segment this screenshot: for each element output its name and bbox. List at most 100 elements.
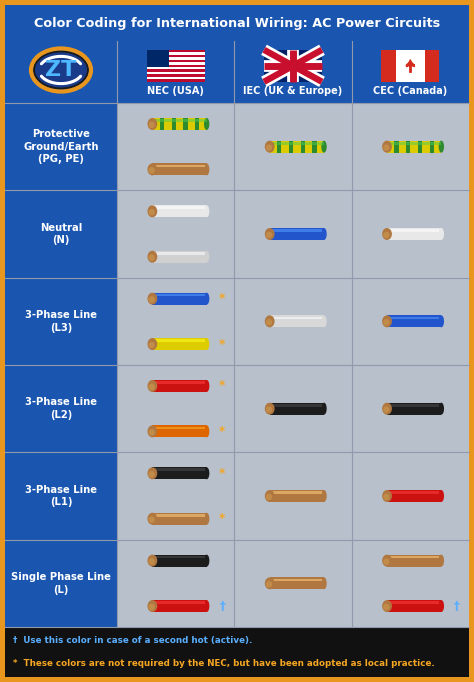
Bar — [387, 556, 439, 559]
Bar — [387, 602, 439, 604]
Polygon shape — [305, 140, 312, 153]
Ellipse shape — [382, 315, 392, 327]
Bar — [399, 140, 406, 153]
Bar — [152, 164, 207, 175]
Ellipse shape — [382, 402, 392, 415]
Ellipse shape — [147, 164, 157, 175]
Ellipse shape — [147, 467, 157, 479]
Ellipse shape — [382, 490, 392, 502]
Bar — [270, 142, 324, 145]
Polygon shape — [282, 140, 289, 153]
Ellipse shape — [265, 402, 274, 415]
Ellipse shape — [148, 516, 155, 523]
Ellipse shape — [147, 338, 157, 350]
Ellipse shape — [438, 228, 444, 240]
Bar — [188, 118, 195, 130]
Ellipse shape — [148, 604, 155, 610]
Bar — [293, 140, 301, 153]
Bar — [152, 381, 205, 384]
FancyBboxPatch shape — [5, 190, 117, 278]
Ellipse shape — [265, 578, 274, 589]
Bar — [270, 229, 322, 232]
Text: 3-Phase Line
(L1): 3-Phase Line (L1) — [25, 485, 97, 507]
Ellipse shape — [383, 494, 390, 501]
Ellipse shape — [148, 383, 155, 390]
Bar — [270, 404, 322, 406]
Text: *  These colors are not required by the NEC, but have been adopted as local prac: * These colors are not required by the N… — [13, 659, 435, 668]
Bar — [387, 140, 394, 153]
Bar — [146, 77, 205, 79]
Ellipse shape — [383, 319, 390, 325]
Ellipse shape — [266, 494, 272, 501]
Bar — [146, 53, 205, 55]
Ellipse shape — [265, 140, 274, 153]
Polygon shape — [293, 140, 301, 153]
Bar — [382, 50, 439, 82]
Polygon shape — [399, 140, 406, 153]
Polygon shape — [410, 140, 418, 153]
Bar — [270, 490, 324, 502]
Bar — [152, 118, 160, 130]
Bar — [434, 140, 441, 153]
Polygon shape — [164, 118, 172, 130]
Bar — [387, 554, 441, 567]
FancyBboxPatch shape — [5, 539, 117, 627]
Polygon shape — [434, 140, 441, 153]
Text: 3-Phase Line
(L3): 3-Phase Line (L3) — [25, 310, 97, 333]
Text: *: * — [219, 379, 226, 392]
FancyBboxPatch shape — [5, 365, 117, 452]
FancyBboxPatch shape — [5, 5, 469, 41]
Ellipse shape — [147, 205, 157, 218]
Bar — [387, 228, 441, 240]
FancyBboxPatch shape — [5, 103, 117, 190]
Ellipse shape — [265, 228, 274, 240]
Bar — [152, 164, 205, 167]
FancyBboxPatch shape — [5, 41, 469, 627]
Bar — [270, 228, 324, 240]
Bar — [152, 513, 207, 524]
Ellipse shape — [147, 600, 157, 612]
Ellipse shape — [321, 228, 327, 240]
Bar — [152, 251, 207, 263]
Text: †: † — [454, 599, 460, 612]
Text: †  Use this color in case of a second hot (active).: † Use this color in case of a second hot… — [13, 636, 252, 645]
Bar — [152, 380, 207, 392]
Bar — [152, 119, 207, 122]
Bar — [270, 140, 324, 153]
Ellipse shape — [383, 604, 390, 610]
Bar — [164, 118, 172, 130]
Ellipse shape — [438, 600, 444, 612]
Bar — [152, 554, 207, 567]
Ellipse shape — [383, 559, 390, 565]
Ellipse shape — [147, 118, 157, 130]
Bar — [152, 600, 207, 612]
Bar — [387, 142, 441, 145]
Bar — [270, 402, 324, 415]
Bar — [152, 426, 207, 437]
Polygon shape — [422, 140, 429, 153]
Text: Color Coding for International Wiring: AC Power Circuits: Color Coding for International Wiring: A… — [34, 16, 440, 29]
Text: †: † — [219, 599, 225, 612]
Bar — [146, 67, 205, 70]
Ellipse shape — [438, 315, 444, 327]
Ellipse shape — [438, 490, 444, 502]
Ellipse shape — [382, 554, 392, 567]
Bar — [422, 140, 429, 153]
Bar — [152, 602, 205, 604]
Ellipse shape — [204, 554, 210, 567]
Ellipse shape — [148, 209, 155, 216]
Ellipse shape — [204, 164, 210, 175]
Bar — [387, 229, 439, 232]
Text: NEC (USA): NEC (USA) — [147, 86, 204, 96]
Bar — [152, 252, 205, 254]
Bar — [146, 79, 205, 82]
FancyBboxPatch shape — [5, 41, 469, 103]
Ellipse shape — [265, 490, 274, 502]
Polygon shape — [317, 140, 324, 153]
Polygon shape — [387, 140, 394, 153]
Bar — [146, 62, 205, 65]
Ellipse shape — [204, 467, 210, 479]
Ellipse shape — [321, 315, 327, 327]
Text: Single Phase Line
(L): Single Phase Line (L) — [11, 572, 111, 595]
Bar — [152, 514, 205, 516]
